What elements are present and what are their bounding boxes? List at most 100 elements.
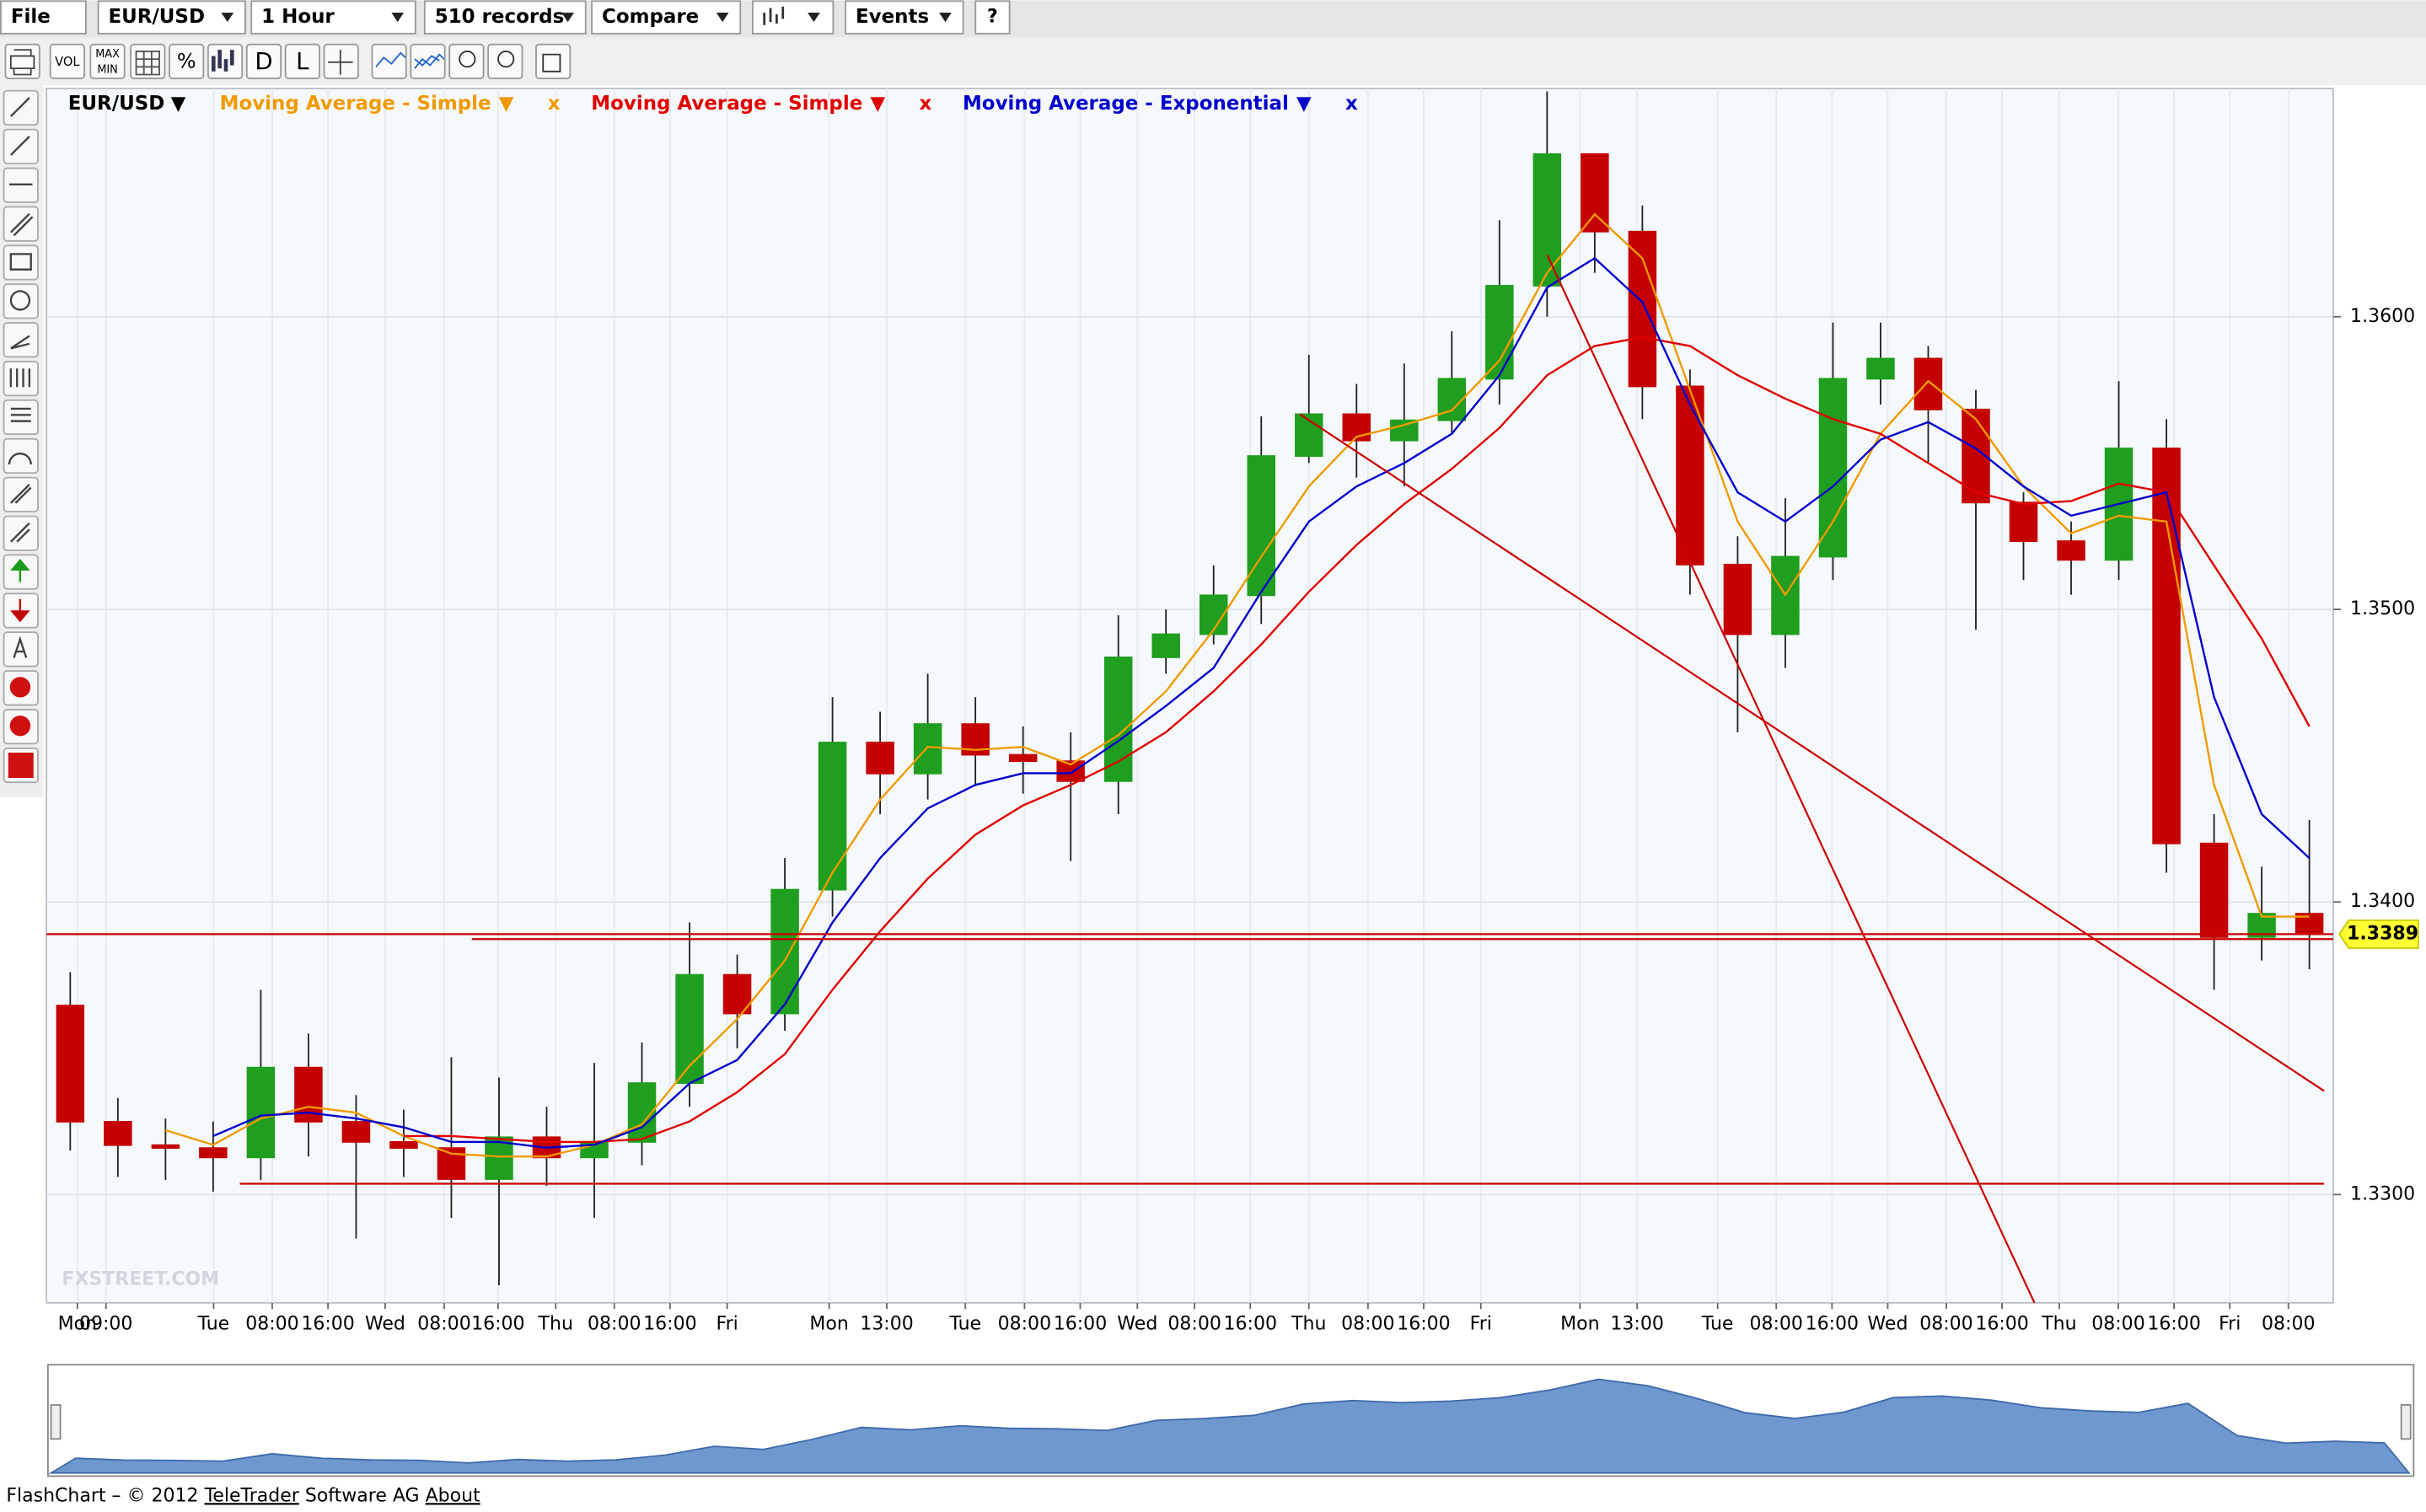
legend-remove[interactable]: x [548, 93, 561, 115]
chart-style-icon[interactable] [763, 6, 785, 25]
drawing-tool-icon[interactable] [10, 522, 30, 543]
menu-label[interactable]: EUR/USD [108, 6, 205, 28]
drawing-tool-icon[interactable] [9, 253, 32, 271]
grid-icon[interactable] [135, 51, 160, 76]
dropdown-arrow[interactable] [221, 13, 234, 23]
drawing-tool-icon[interactable] [10, 598, 30, 623]
x-tick-label: 08:00 [998, 1314, 1051, 1335]
zoom-in-icon[interactable] [497, 51, 515, 68]
candle-body [2199, 842, 2229, 938]
export-icon[interactable] [542, 53, 561, 72]
menu-button[interactable] [0, 0, 87, 35]
tool-label[interactable]: D [255, 48, 272, 75]
drawing-tool-button[interactable] [3, 361, 39, 397]
x-tick-label: Tue [197, 1314, 230, 1335]
drawing-tool-button[interactable] [3, 631, 39, 668]
drawing-tool-icon[interactable] [9, 677, 31, 698]
x-tick-label: Thu [1291, 1314, 1326, 1335]
menu-button[interactable] [591, 0, 742, 35]
tool-button[interactable] [169, 43, 205, 79]
navigator-right-handle[interactable] [2400, 1404, 2412, 1440]
dropdown-arrow[interactable] [808, 13, 820, 23]
tool-button[interactable] [89, 43, 126, 79]
tool-button[interactable] [49, 43, 85, 79]
help-button[interactable] [974, 0, 1011, 35]
crosshair-icon[interactable] [328, 50, 353, 75]
candle-body [1056, 760, 1085, 782]
drawing-tool-button[interactable] [3, 322, 39, 358]
drawing-tool-icon[interactable] [8, 452, 32, 465]
multiline-icon[interactable] [414, 53, 445, 69]
candle-icon[interactable] [211, 50, 234, 72]
tool-label[interactable]: MAX [95, 48, 120, 61]
legend-arrow[interactable]: ▼ [1296, 93, 1312, 115]
candle-body [389, 1140, 418, 1150]
drawing-tool-icon[interactable] [9, 716, 31, 737]
drawing-tool-icon[interactable] [10, 484, 32, 504]
drawing-tool-icon[interactable] [10, 335, 30, 350]
menu-button[interactable] [423, 0, 587, 35]
tool-label[interactable]: L [296, 48, 309, 75]
legend-arrow[interactable]: ▼ [870, 93, 885, 115]
drawing-tool-icon[interactable] [13, 635, 28, 658]
drawing-tool-button[interactable] [3, 399, 39, 436]
zoom-out-icon[interactable] [459, 51, 476, 68]
drawing-tool-icon[interactable] [10, 136, 30, 156]
drawing-tool-button[interactable] [3, 89, 39, 126]
menu-button[interactable] [250, 0, 416, 35]
menu-button[interactable] [97, 0, 246, 35]
drawing-tool-button[interactable] [3, 244, 39, 281]
tool-button[interactable] [487, 43, 523, 79]
drawing-tool-icon[interactable] [10, 407, 31, 422]
menu-label[interactable]: Compare [602, 6, 699, 28]
dropdown-arrow[interactable] [561, 13, 574, 23]
last-price-tag [2338, 919, 2419, 949]
trend-line[interactable] [1546, 254, 2036, 1304]
tool-button[interactable] [448, 43, 485, 79]
printer-icon[interactable] [9, 49, 35, 76]
tool-button[interactable] [535, 43, 572, 79]
x-tick-label: 08:00 [1167, 1314, 1221, 1335]
menu-label[interactable]: 1 Hour [261, 6, 335, 28]
tool-label[interactable]: % [177, 49, 196, 72]
drawing-tool-button[interactable] [3, 437, 39, 475]
tool-label[interactable]: MIN [97, 63, 117, 76]
tool-label[interactable]: VOL [55, 55, 80, 69]
help-label[interactable]: ? [987, 7, 998, 28]
menu-label[interactable]: Events [856, 6, 929, 28]
drawing-tool-button[interactable] [3, 128, 39, 164]
drawing-tool-icon[interactable] [9, 368, 31, 388]
drawing-tool-icon[interactable] [10, 558, 30, 582]
tool-button[interactable] [130, 43, 166, 79]
legend-arrow[interactable]: ▼ [171, 93, 186, 115]
menu-label[interactable]: 510 records [435, 6, 564, 28]
dropdown-arrow[interactable] [939, 13, 952, 23]
drawing-tool-icon[interactable] [9, 290, 31, 311]
dropdown-arrow[interactable] [716, 13, 729, 23]
drawing-tool-icon[interactable] [10, 212, 34, 237]
drawing-tool-button[interactable] [3, 515, 39, 551]
drawing-tool-button[interactable] [3, 283, 39, 319]
legend-remove[interactable]: x [1345, 93, 1358, 115]
line-icon[interactable] [375, 51, 406, 67]
footer-about-link[interactable]: About [426, 1485, 480, 1506]
legend-arrow[interactable]: ▼ [499, 93, 514, 115]
drawing-tool-icon[interactable] [8, 753, 34, 778]
chart-style-button[interactable] [752, 0, 835, 35]
legend-symbol: EUR/USD [68, 93, 165, 115]
legend-remove[interactable]: x [919, 93, 931, 115]
menu-label[interactable]: File [11, 6, 51, 28]
navigator-left-handle[interactable] [50, 1404, 62, 1440]
drawing-tool-icon[interactable] [10, 97, 30, 117]
candle-body [1151, 633, 1180, 658]
tool-button[interactable] [245, 43, 282, 79]
dropdown-arrow[interactable] [391, 13, 405, 23]
drawing-tool-button[interactable] [3, 206, 39, 242]
tool-button[interactable] [410, 43, 446, 79]
x-tick-label: Mon [58, 1314, 97, 1335]
tool-button[interactable] [284, 43, 320, 79]
drawing-tool-button[interactable] [3, 476, 39, 512]
x-tick-label: 16:00 [301, 1314, 354, 1335]
footer-company-link[interactable]: TeleTrader [204, 1485, 300, 1506]
trend-line[interactable] [1299, 413, 2325, 1092]
